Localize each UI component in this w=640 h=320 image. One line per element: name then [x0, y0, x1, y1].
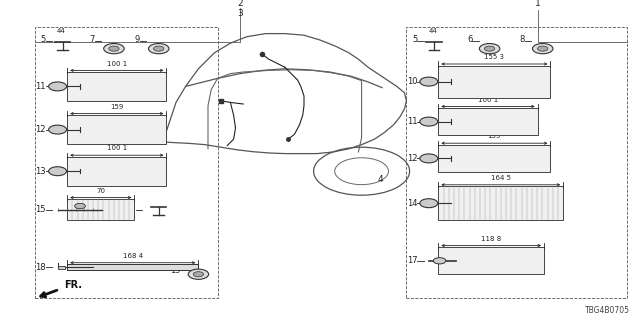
Bar [67, 115, 166, 144]
Circle shape [538, 46, 548, 51]
Bar [438, 186, 563, 220]
Text: 70: 70 [96, 188, 106, 194]
Text: 100 1: 100 1 [107, 145, 127, 151]
Text: 7: 7 [90, 36, 95, 44]
Circle shape [49, 82, 67, 91]
Circle shape [104, 44, 124, 54]
Text: 164 5: 164 5 [491, 175, 511, 181]
Bar [35, 27, 218, 298]
Circle shape [154, 46, 164, 51]
Bar [406, 27, 627, 298]
Text: 6: 6 [467, 36, 472, 44]
Bar [67, 157, 166, 186]
Text: 5: 5 [412, 36, 417, 44]
Circle shape [193, 272, 204, 277]
Bar [67, 264, 198, 270]
Text: 44: 44 [57, 28, 66, 34]
Text: 15: 15 [36, 205, 46, 214]
Text: 12: 12 [407, 154, 417, 163]
Text: 1: 1 [535, 0, 540, 8]
Text: 17: 17 [406, 256, 417, 265]
Text: 44: 44 [428, 28, 437, 34]
Bar [438, 108, 538, 135]
Circle shape [420, 117, 438, 126]
Circle shape [49, 125, 67, 134]
Circle shape [148, 44, 169, 54]
Text: 16: 16 [125, 205, 136, 214]
Text: 3: 3 [237, 9, 243, 18]
Circle shape [188, 269, 209, 279]
Bar [67, 72, 166, 101]
Bar [58, 266, 65, 268]
Text: 12: 12 [36, 125, 46, 134]
Text: 19: 19 [170, 266, 180, 275]
Circle shape [420, 77, 438, 86]
Text: 11: 11 [36, 82, 46, 91]
Text: 100 1: 100 1 [107, 60, 127, 67]
Bar [438, 66, 550, 98]
Circle shape [484, 46, 495, 51]
Text: 11: 11 [407, 117, 417, 126]
Text: 4: 4 [378, 175, 383, 184]
Circle shape [433, 258, 446, 264]
Text: 2: 2 [237, 0, 243, 8]
Circle shape [479, 44, 500, 54]
Bar [67, 199, 134, 220]
Text: 5: 5 [41, 36, 46, 44]
Text: 14: 14 [407, 199, 417, 208]
Circle shape [420, 199, 438, 208]
Text: 10: 10 [407, 77, 417, 86]
Bar [438, 247, 544, 275]
Circle shape [49, 167, 67, 176]
Text: 118 8: 118 8 [481, 236, 501, 242]
Circle shape [532, 44, 553, 54]
Text: 168 4: 168 4 [123, 253, 143, 259]
Circle shape [109, 46, 119, 51]
Text: 18: 18 [35, 263, 46, 272]
Text: FR.: FR. [64, 280, 82, 290]
Text: 8: 8 [520, 36, 525, 44]
Text: 159: 159 [488, 133, 501, 140]
Text: 100 1: 100 1 [478, 97, 498, 102]
Text: 9: 9 [134, 36, 140, 44]
Circle shape [420, 154, 438, 163]
Text: 155 3: 155 3 [484, 54, 504, 60]
Text: TBG4B0705: TBG4B0705 [586, 306, 630, 315]
Text: 13: 13 [35, 167, 46, 176]
Bar [438, 145, 550, 172]
Circle shape [75, 203, 85, 209]
Text: 159: 159 [110, 104, 124, 110]
